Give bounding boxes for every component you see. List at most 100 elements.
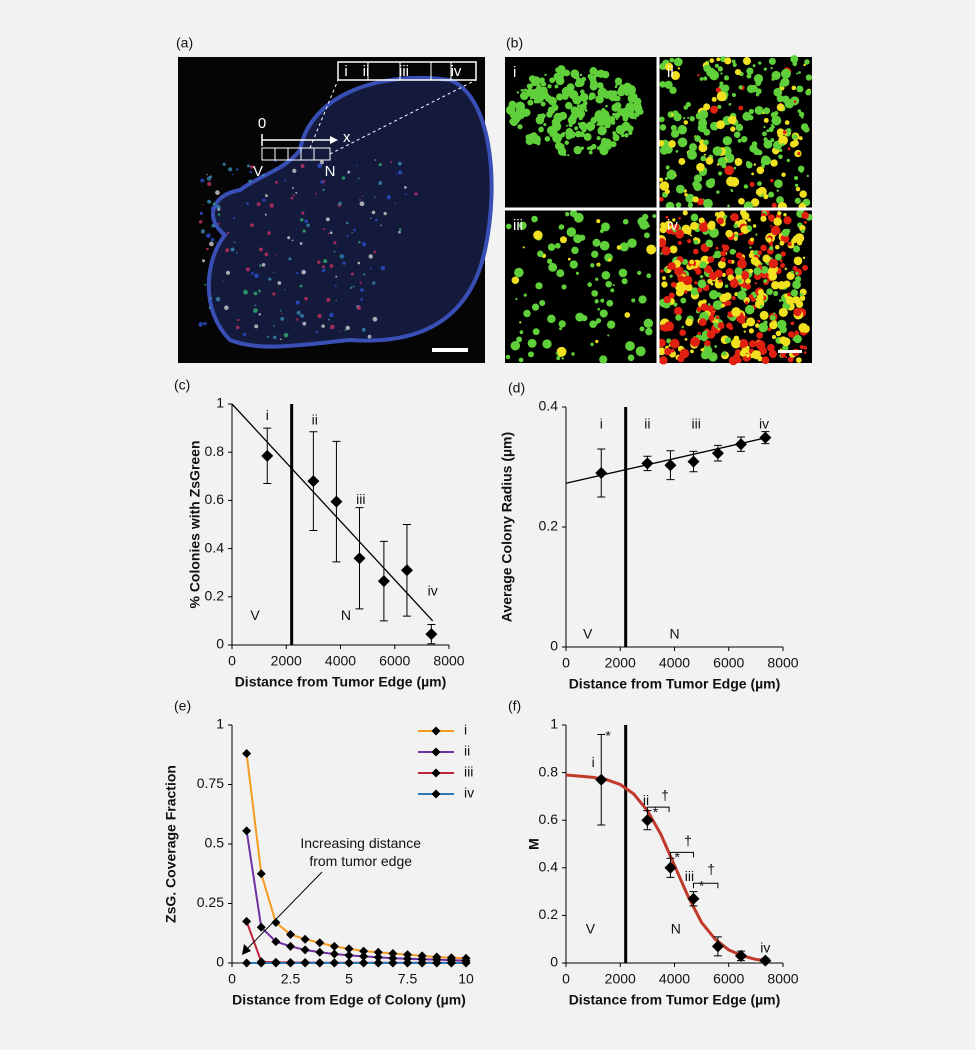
cell-signal xyxy=(547,243,556,251)
cell-signal xyxy=(713,309,717,313)
tissue-signal xyxy=(350,272,354,276)
cell-signal xyxy=(745,353,750,358)
tissue-signal xyxy=(295,300,300,305)
cell-signal xyxy=(722,136,732,146)
cell-signal xyxy=(591,290,599,297)
tissue-signal xyxy=(216,204,221,210)
cell-signal xyxy=(664,189,670,195)
cell-signal xyxy=(703,103,711,111)
cell-signal xyxy=(690,221,699,231)
annotation: iv xyxy=(759,416,769,432)
cell-signal xyxy=(744,283,752,290)
cell-signal xyxy=(757,181,762,187)
cell-signal xyxy=(705,239,713,247)
tissue-signal xyxy=(367,334,372,339)
cell-signal xyxy=(670,113,674,116)
cell-signal xyxy=(610,98,614,102)
tissue-signal xyxy=(224,305,229,310)
cell-signal xyxy=(539,77,545,83)
y-tick-label: 0 xyxy=(550,638,558,654)
cell-signal xyxy=(717,66,723,72)
cell-signal xyxy=(675,149,679,153)
cell-signal xyxy=(574,126,579,131)
cell-signal xyxy=(659,116,665,123)
cell-signal xyxy=(682,210,688,216)
cell-signal xyxy=(753,74,764,84)
panel-label: (f) xyxy=(508,698,521,714)
tissue-signal xyxy=(325,217,330,222)
tissue-signal xyxy=(246,202,249,205)
panel-label: (a) xyxy=(176,35,193,51)
cell-signal xyxy=(677,67,681,70)
annotation: * xyxy=(674,849,680,865)
tissue-signal xyxy=(203,321,207,326)
cell-signal xyxy=(752,224,757,228)
cell-signal xyxy=(584,109,588,112)
tissue-signal xyxy=(290,196,294,200)
cell-signal xyxy=(714,63,719,68)
cell-signal xyxy=(763,67,767,71)
cell-signal xyxy=(681,325,685,329)
cell-signal xyxy=(547,258,553,264)
cell-signal xyxy=(690,287,699,296)
cell-signal xyxy=(565,124,568,127)
cell-signal xyxy=(612,284,615,287)
cell-signal xyxy=(753,163,757,166)
cell-signal xyxy=(614,85,618,88)
tissue-signal xyxy=(233,241,236,244)
cell-signal xyxy=(558,224,565,230)
cell-signal xyxy=(797,152,801,156)
cell-signal xyxy=(698,217,705,224)
cell-signal xyxy=(773,320,777,324)
cell-signal xyxy=(565,128,574,136)
cell-signal xyxy=(710,282,714,286)
cell-signal xyxy=(628,130,633,135)
quad-label: ii xyxy=(667,64,674,81)
tissue-signal xyxy=(300,314,304,318)
cell-signal xyxy=(724,336,732,344)
cell-signal xyxy=(720,303,725,308)
cell-signal xyxy=(745,278,751,285)
tissue-signal xyxy=(329,231,333,235)
cell-signal xyxy=(690,336,700,347)
data-point xyxy=(256,869,266,879)
data-point xyxy=(388,958,398,968)
cell-signal xyxy=(795,357,802,363)
annotation-line: Increasing distance xyxy=(300,835,421,851)
tissue-signal xyxy=(360,298,364,301)
cell-signal xyxy=(718,211,726,218)
cell-signal xyxy=(733,236,738,241)
cell-signal xyxy=(659,226,667,234)
cell-signal xyxy=(736,357,742,363)
cell-signal xyxy=(747,225,752,231)
tissue-signal xyxy=(295,191,298,194)
cell-signal xyxy=(768,126,774,133)
x-tick-label: 7.5 xyxy=(398,971,418,987)
cell-signal xyxy=(670,281,677,288)
cell-signal xyxy=(696,198,705,206)
cell-signal xyxy=(763,107,771,115)
tissue-signal xyxy=(346,234,349,238)
cell-signal xyxy=(753,267,762,276)
cell-signal xyxy=(669,245,678,254)
x-tick-label: 2000 xyxy=(605,655,636,671)
cell-signal xyxy=(770,224,773,227)
cell-signal xyxy=(690,213,699,222)
tissue-signal xyxy=(321,324,325,328)
tissue-signal xyxy=(275,180,279,184)
data-point xyxy=(242,749,252,759)
cell-signal xyxy=(510,341,521,351)
data-point xyxy=(242,826,252,836)
cell-signal xyxy=(707,278,713,284)
cell-signal xyxy=(734,267,743,276)
cell-signal xyxy=(544,73,547,76)
fit-line xyxy=(231,403,434,622)
cell-signal xyxy=(727,204,730,208)
cell-signal xyxy=(780,251,786,257)
cell-signal xyxy=(767,214,775,222)
cell-signal xyxy=(619,80,622,83)
cell-signal xyxy=(745,316,748,319)
y-tick-label: 0.8 xyxy=(539,763,559,779)
inset-label: iii xyxy=(399,63,409,80)
tissue-signal xyxy=(258,289,261,293)
